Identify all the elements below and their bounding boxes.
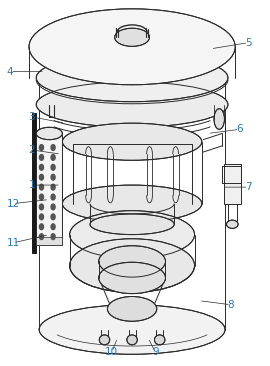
Circle shape: [51, 174, 55, 180]
Circle shape: [39, 204, 43, 210]
Text: 7: 7: [245, 182, 252, 192]
Ellipse shape: [36, 82, 228, 127]
Ellipse shape: [107, 296, 157, 321]
Circle shape: [39, 214, 43, 220]
Text: 2: 2: [29, 145, 35, 155]
Ellipse shape: [90, 214, 174, 235]
Ellipse shape: [99, 335, 110, 345]
Text: 1: 1: [29, 180, 35, 190]
Circle shape: [51, 194, 55, 200]
Circle shape: [39, 234, 43, 240]
Text: 4: 4: [7, 67, 14, 76]
Ellipse shape: [127, 335, 137, 345]
Circle shape: [39, 164, 43, 170]
Ellipse shape: [62, 185, 202, 222]
Ellipse shape: [36, 127, 62, 140]
Text: 6: 6: [236, 124, 243, 134]
Bar: [32, 113, 36, 253]
Bar: [36, 134, 62, 245]
Ellipse shape: [115, 28, 150, 46]
Circle shape: [39, 145, 43, 150]
Text: 11: 11: [6, 238, 20, 248]
Circle shape: [51, 154, 55, 160]
Circle shape: [51, 214, 55, 220]
Ellipse shape: [70, 211, 195, 258]
Ellipse shape: [99, 262, 166, 294]
Text: 3: 3: [29, 112, 35, 122]
Text: 9: 9: [152, 347, 159, 357]
Text: 12: 12: [6, 199, 20, 209]
Circle shape: [39, 154, 43, 160]
Ellipse shape: [29, 9, 235, 85]
Circle shape: [51, 204, 55, 210]
Ellipse shape: [36, 54, 228, 102]
Circle shape: [51, 184, 55, 190]
Ellipse shape: [99, 246, 166, 277]
Text: 8: 8: [228, 300, 234, 310]
Circle shape: [39, 194, 43, 200]
Circle shape: [51, 224, 55, 229]
Ellipse shape: [214, 109, 224, 129]
Ellipse shape: [62, 123, 202, 160]
Circle shape: [39, 174, 43, 180]
Circle shape: [39, 224, 43, 229]
Bar: [224, 164, 241, 203]
Ellipse shape: [154, 335, 165, 345]
Ellipse shape: [227, 220, 238, 228]
Circle shape: [39, 184, 43, 190]
Text: 10: 10: [105, 347, 118, 357]
Text: 5: 5: [245, 38, 252, 48]
Circle shape: [51, 164, 55, 170]
Ellipse shape: [70, 239, 195, 292]
Ellipse shape: [39, 305, 225, 354]
Circle shape: [51, 145, 55, 150]
Bar: [36, 237, 62, 245]
Circle shape: [51, 234, 55, 240]
